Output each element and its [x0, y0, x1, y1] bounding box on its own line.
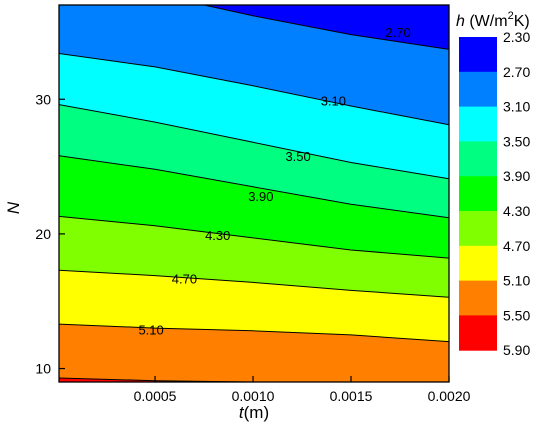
contour-band-4.30-4.70: [59, 216, 449, 298]
legend-level-label: 2.70: [503, 64, 530, 80]
contour-band-3.10-3.50: [59, 53, 449, 179]
contour-label-5.10: 5.10: [138, 322, 163, 337]
legend-swatch: [459, 176, 497, 212]
contour-band-3.50-3.90: [59, 104, 449, 218]
contour-label-4.30: 4.30: [205, 228, 230, 243]
x-tick-label: 0.0020: [428, 388, 471, 404]
legend-level-label: 5.50: [503, 307, 530, 323]
legend-level-label: 3.10: [503, 99, 530, 115]
contour-band-3.90-4.30: [59, 155, 449, 259]
contour-line-4.30: [59, 215, 449, 259]
contour-label-3.90: 3.90: [248, 189, 273, 204]
legend-title-unit-end: K): [514, 13, 530, 30]
contour-band-4.70-5.10: [59, 270, 449, 342]
contour-label-2.70: 2.70: [385, 25, 410, 40]
legend-level-label: 5.90: [503, 342, 530, 358]
y-axis-title: N: [4, 201, 23, 214]
legend-swatch: [459, 245, 497, 282]
legend-level-label: 4.30: [503, 203, 530, 219]
x-axis-var: t: [239, 403, 245, 422]
contour-band-2.30-2.70: [204, 5, 449, 50]
legend-level-label: 3.90: [503, 168, 530, 184]
x-tick-label: 0.0010: [232, 388, 275, 404]
legend-title: h (W/m2K): [456, 10, 530, 30]
contour-line-3.10: [59, 53, 449, 126]
contour-band-5.10-5.50: [59, 324, 449, 382]
legend-level-label: 3.50: [503, 133, 530, 149]
legend-title-sup: 2: [508, 10, 514, 22]
y-tick-label: 10: [35, 361, 51, 377]
x-tick-label: 0.0005: [134, 388, 177, 404]
x-tick-label: 0.0015: [330, 388, 373, 404]
contour-line-4.70: [59, 269, 449, 298]
legend-swatch: [459, 280, 497, 316]
x-axis-unit: (m): [244, 403, 269, 422]
contour-band-5.50-5.90: [59, 378, 253, 382]
contour-line-3.50: [59, 104, 449, 180]
legend-level-label: 2.30: [503, 29, 530, 45]
legend-level-label: 4.70: [503, 238, 530, 254]
contour-line-3.90: [59, 155, 449, 219]
contour-line-5.10: [59, 323, 449, 343]
legend-swatch: [459, 315, 497, 351]
legend-swatch: [459, 71, 497, 108]
legend-swatch: [459, 211, 497, 247]
legend-level-label: 5.10: [503, 273, 530, 289]
y-tick-label: 20: [35, 226, 51, 242]
y-tick-label: 30: [35, 91, 51, 107]
x-axis-title: t(m): [239, 403, 269, 422]
contour-label-4.70: 4.70: [172, 271, 197, 286]
legend-title-unit: (W/m: [465, 13, 508, 30]
plot-frame: [58, 4, 450, 383]
legend-swatch: [459, 37, 497, 73]
legend-title-var: h: [456, 13, 465, 30]
contour-line-2.70: [203, 5, 449, 50]
contour-label-3.50: 3.50: [285, 149, 310, 164]
legend-swatch: [459, 141, 497, 177]
legend-swatch: [459, 106, 497, 142]
contour-label-3.10: 3.10: [321, 94, 346, 109]
